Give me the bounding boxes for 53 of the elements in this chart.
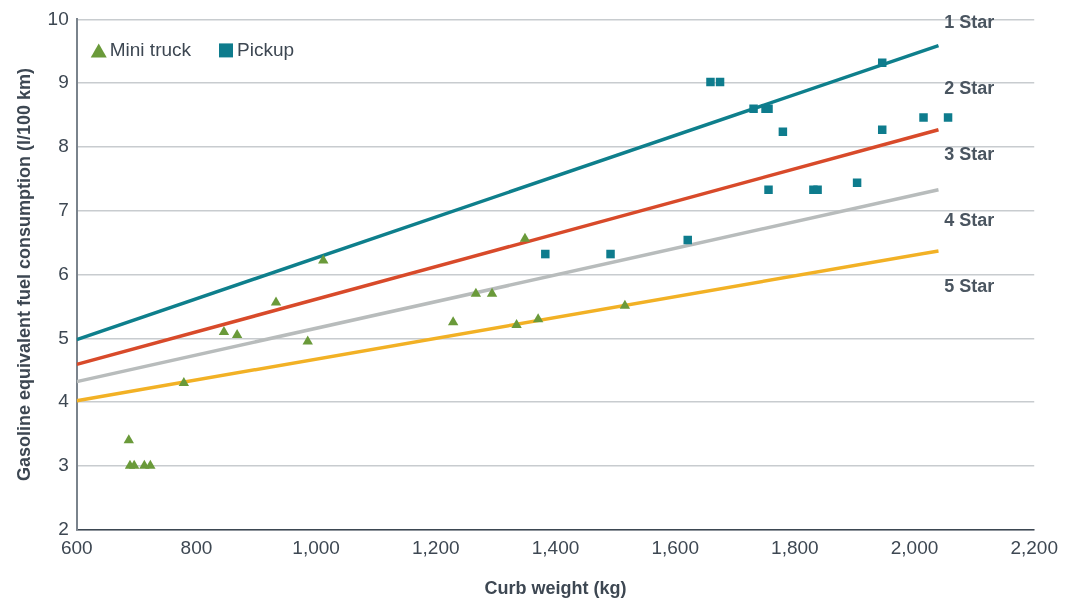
point bbox=[919, 113, 928, 122]
annotation: 5 Star bbox=[944, 276, 995, 297]
point bbox=[813, 185, 822, 194]
annotation: 2 Star bbox=[944, 78, 995, 99]
x-tick-label: 1,200 bbox=[412, 537, 460, 559]
point bbox=[447, 316, 459, 326]
y-axis-title: Gasoline equivalent fuel consumption (l/100 km) bbox=[13, 67, 34, 482]
y-tick-label: 10 bbox=[47, 7, 69, 29]
point bbox=[486, 287, 498, 297]
legend-label: Pickup bbox=[237, 38, 295, 60]
y-tick-label: 8 bbox=[58, 135, 69, 157]
y-tick-label: 3 bbox=[58, 454, 69, 476]
x-tick-label: 1,400 bbox=[531, 537, 580, 559]
point bbox=[683, 235, 692, 245]
y-tick-label: 9 bbox=[58, 71, 69, 93]
point bbox=[541, 249, 550, 259]
point bbox=[123, 434, 134, 444]
point bbox=[231, 329, 243, 339]
x-tick-label: 800 bbox=[180, 537, 213, 559]
annotation: 1 Star bbox=[944, 12, 995, 33]
point bbox=[145, 459, 156, 469]
x-tick-label: 600 bbox=[60, 537, 93, 559]
point bbox=[470, 287, 482, 297]
point bbox=[218, 325, 230, 335]
point bbox=[706, 77, 715, 87]
point bbox=[877, 125, 887, 134]
y-tick-label: 4 bbox=[58, 390, 70, 412]
point bbox=[764, 185, 773, 194]
point bbox=[749, 104, 758, 113]
y-tick-label: 5 bbox=[58, 326, 69, 348]
legend-label: Mini truck bbox=[109, 38, 192, 60]
x-tick-label: 2,000 bbox=[890, 537, 939, 559]
x-tick-label: 2,200 bbox=[1010, 537, 1058, 559]
point bbox=[778, 127, 788, 136]
point bbox=[128, 459, 140, 469]
point bbox=[852, 178, 862, 187]
annotation: 4 Star bbox=[944, 210, 995, 231]
y-tick-label: 2 bbox=[58, 517, 69, 539]
y-tick-label: 7 bbox=[58, 198, 69, 220]
point bbox=[178, 376, 190, 386]
point bbox=[519, 232, 531, 242]
point bbox=[606, 249, 615, 259]
point bbox=[532, 313, 544, 323]
y-tick-label: 6 bbox=[58, 262, 69, 284]
point bbox=[943, 113, 953, 122]
point bbox=[270, 296, 282, 306]
annotation: 3 Star bbox=[944, 144, 995, 165]
x-tick-label: 1,600 bbox=[651, 537, 699, 559]
point bbox=[511, 318, 522, 328]
point bbox=[619, 299, 631, 309]
x-tick-label: 1,800 bbox=[771, 537, 819, 559]
x-tick-label: 1,000 bbox=[292, 537, 340, 559]
x-axis-title: Curb weight (kg) bbox=[484, 578, 627, 599]
